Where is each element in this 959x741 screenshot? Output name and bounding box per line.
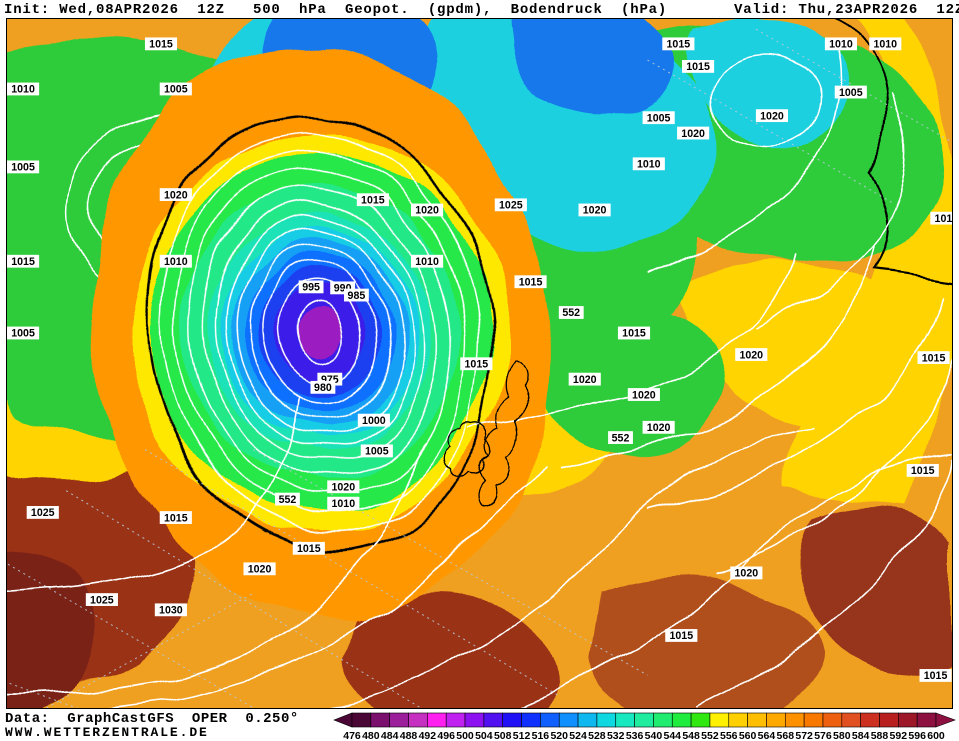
svg-text:1000: 1000: [362, 415, 386, 427]
svg-text:1020: 1020: [735, 567, 759, 579]
svg-text:540: 540: [645, 730, 663, 741]
svg-text:552: 552: [562, 307, 580, 319]
svg-text:1015: 1015: [465, 358, 489, 370]
svg-text:1015: 1015: [924, 670, 948, 682]
svg-text:1015: 1015: [297, 543, 321, 555]
svg-text:512: 512: [513, 730, 531, 741]
svg-text:1025: 1025: [90, 594, 114, 606]
svg-text:552: 552: [279, 494, 297, 506]
svg-text:1030: 1030: [159, 604, 183, 616]
svg-text:548: 548: [682, 730, 700, 741]
svg-text:568: 568: [777, 730, 795, 741]
svg-text:1015: 1015: [361, 194, 385, 206]
svg-text:1015: 1015: [922, 352, 946, 364]
svg-text:552: 552: [701, 730, 719, 741]
svg-text:496: 496: [437, 730, 455, 741]
svg-text:508: 508: [494, 730, 512, 741]
svg-text:532: 532: [607, 730, 625, 741]
svg-text:1025: 1025: [499, 199, 523, 211]
svg-text:1020: 1020: [248, 563, 272, 575]
svg-text:1020: 1020: [760, 110, 784, 122]
svg-text:592: 592: [890, 730, 908, 741]
svg-text:544: 544: [663, 730, 681, 741]
svg-text:564: 564: [758, 730, 776, 741]
svg-text:1015: 1015: [669, 630, 693, 642]
svg-text:1015: 1015: [622, 328, 646, 340]
svg-text:1020: 1020: [573, 374, 597, 386]
svg-text:1015: 1015: [519, 276, 543, 288]
svg-text:1020: 1020: [681, 128, 705, 140]
svg-text:500: 500: [456, 730, 474, 741]
svg-text:520: 520: [550, 730, 568, 741]
svg-text:1020: 1020: [331, 481, 355, 493]
svg-text:1005: 1005: [11, 328, 35, 340]
svg-text:1025: 1025: [31, 507, 55, 519]
svg-text:1005: 1005: [164, 84, 188, 96]
svg-text:1010: 1010: [935, 213, 952, 225]
svg-text:995: 995: [302, 281, 320, 293]
svg-text:1010: 1010: [11, 84, 35, 96]
svg-text:1020: 1020: [739, 349, 763, 361]
svg-text:1010: 1010: [873, 38, 897, 50]
svg-text:580: 580: [833, 730, 851, 741]
svg-text:1020: 1020: [632, 389, 656, 401]
svg-text:985: 985: [348, 290, 366, 302]
svg-text:480: 480: [362, 730, 380, 741]
svg-text:1015: 1015: [164, 512, 188, 524]
svg-text:1020: 1020: [415, 205, 439, 217]
svg-text:528: 528: [588, 730, 606, 741]
svg-text:576: 576: [814, 730, 832, 741]
svg-text:524: 524: [569, 730, 587, 741]
svg-text:536: 536: [626, 730, 644, 741]
svg-text:560: 560: [739, 730, 757, 741]
svg-text:600: 600: [927, 730, 945, 741]
svg-text:980: 980: [314, 382, 332, 394]
svg-text:1010: 1010: [164, 256, 188, 268]
svg-text:476: 476: [343, 730, 361, 741]
svg-text:1005: 1005: [839, 87, 863, 99]
svg-text:572: 572: [795, 730, 813, 741]
svg-text:1010: 1010: [829, 38, 853, 50]
svg-text:1020: 1020: [583, 205, 607, 217]
svg-text:484: 484: [381, 730, 399, 741]
svg-text:1015: 1015: [149, 38, 173, 50]
svg-text:1005: 1005: [11, 161, 35, 173]
svg-text:516: 516: [532, 730, 550, 741]
svg-text:504: 504: [475, 730, 493, 741]
svg-text:584: 584: [852, 730, 870, 741]
svg-text:1010: 1010: [415, 256, 439, 268]
svg-text:1020: 1020: [647, 422, 671, 434]
svg-text:492: 492: [419, 730, 437, 741]
svg-text:1015: 1015: [686, 61, 710, 73]
svg-text:1020: 1020: [164, 189, 188, 201]
svg-text:1010: 1010: [331, 498, 355, 510]
svg-text:1005: 1005: [365, 445, 389, 457]
svg-text:556: 556: [720, 730, 738, 741]
svg-text:1015: 1015: [911, 465, 935, 477]
svg-text:1015: 1015: [667, 38, 691, 50]
svg-text:1005: 1005: [647, 112, 671, 124]
svg-text:1015: 1015: [11, 256, 35, 268]
svg-text:1010: 1010: [637, 158, 661, 170]
svg-text:588: 588: [871, 730, 889, 741]
svg-text:552: 552: [612, 432, 630, 444]
svg-text:488: 488: [400, 730, 418, 741]
svg-text:596: 596: [908, 730, 926, 741]
